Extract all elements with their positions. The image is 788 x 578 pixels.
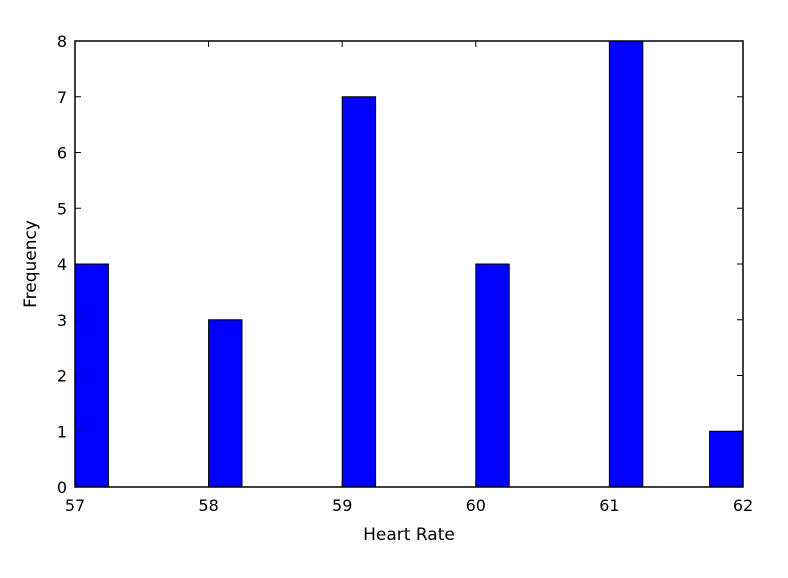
- y-tick-label-0: 0: [57, 478, 67, 497]
- y-tick-label-7: 7: [57, 88, 67, 107]
- x-axis-label: Heart Rate: [363, 525, 455, 545]
- y-tick-label-6: 6: [57, 144, 67, 163]
- histogram-bar-6: [709, 430, 744, 488]
- histogram-bar-5: [608, 40, 644, 488]
- x-tick-label-60: 60: [466, 496, 486, 515]
- histogram-bar-3: [341, 96, 377, 488]
- x-tick-label-61: 61: [599, 496, 619, 515]
- x-tick-label-57: 57: [65, 496, 85, 515]
- x-tick-label-58: 58: [198, 496, 218, 515]
- y-tick-label-3: 3: [57, 311, 67, 330]
- bars-layer: [74, 40, 744, 488]
- y-tick-label-8: 8: [57, 32, 67, 51]
- histogram-bar-2: [208, 319, 243, 488]
- y-tick-label-5: 5: [57, 199, 67, 218]
- y-tick-label-1: 1: [57, 422, 67, 441]
- x-tick-label-59: 59: [332, 496, 352, 515]
- y-tick-label-2: 2: [57, 367, 67, 386]
- ticks-layer: 57 58 59 60 61 62 0 1 2 3 4 5 6 7 8: [57, 32, 753, 515]
- x-tick-label-62: 62: [733, 496, 753, 515]
- histogram-bar-4: [475, 263, 510, 488]
- plot-frame: [74, 40, 744, 488]
- y-tick-label-4: 4: [57, 255, 67, 274]
- y-axis-label: Frequency: [21, 220, 41, 308]
